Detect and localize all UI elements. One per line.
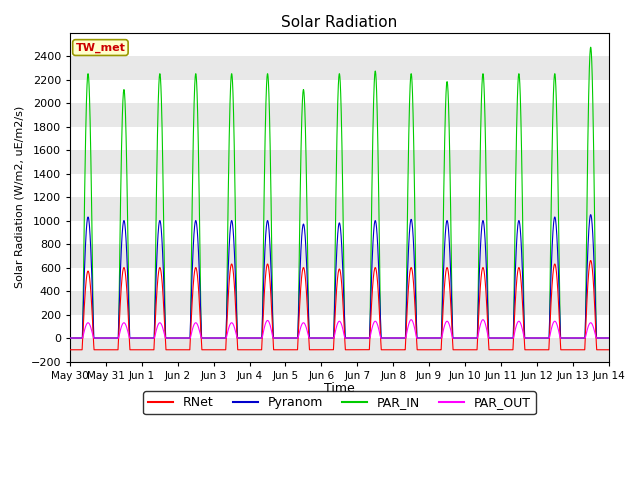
Text: TW_met: TW_met	[76, 42, 125, 53]
Bar	[70, 197, 609, 220]
Bar	[70, 103, 609, 127]
Bar	[70, 291, 609, 314]
Title: Solar Radiation: Solar Radiation	[281, 15, 397, 30]
Bar	[70, 150, 609, 174]
Bar	[70, 244, 609, 267]
X-axis label: Time: Time	[324, 382, 355, 395]
Legend: RNet, Pyranom, PAR_IN, PAR_OUT: RNet, Pyranom, PAR_IN, PAR_OUT	[143, 392, 536, 415]
Y-axis label: Solar Radiation (W/m2, uE/m2/s): Solar Radiation (W/m2, uE/m2/s)	[15, 106, 25, 288]
Bar	[70, 56, 609, 80]
Bar	[70, 338, 609, 361]
